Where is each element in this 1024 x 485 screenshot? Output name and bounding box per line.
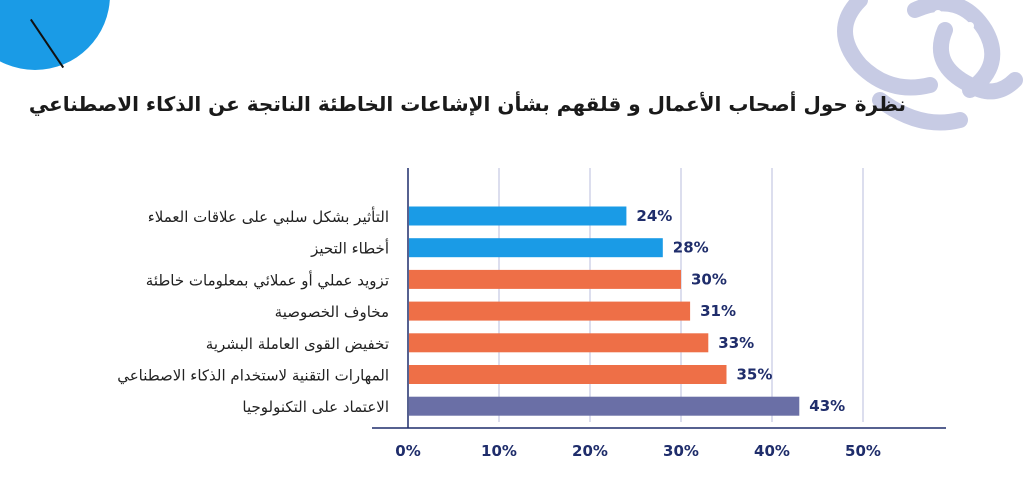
category-label: مخاوف الخصوصية — [275, 303, 389, 321]
bar — [409, 238, 663, 258]
bar-value-label: 43% — [809, 397, 845, 415]
x-tick-label: 20% — [572, 442, 608, 460]
axis-layer: 0% 10% 20% 30% 40% 50% — [372, 168, 946, 460]
brand-logo-watermark — [837, 0, 1023, 131]
bars-layer — [409, 206, 800, 416]
bar — [409, 206, 627, 226]
chart-title: نظرة حول أصحاب الأعمال و قلقهم بشأن الإش… — [28, 92, 906, 116]
bar — [409, 269, 681, 289]
bar — [409, 333, 709, 353]
x-tick-label: 40% — [754, 442, 790, 460]
category-label: الاعتماد على التكنولوجيا — [242, 398, 389, 416]
x-tick-label: 10% — [481, 442, 517, 460]
bar-value-label: 35% — [737, 366, 773, 384]
x-tick-label: 0% — [395, 442, 420, 460]
category-label: المهارات التقنية لاستخدام الذكاء الاصطنا… — [117, 367, 389, 386]
bar-value-label: 28% — [673, 239, 709, 257]
category-label: تزويد عملي أو عملائي بمعلومات خاطئة — [146, 270, 389, 290]
bar-value-label: 24% — [636, 207, 672, 225]
bar-value-label: 30% — [691, 270, 727, 288]
labels-layer: 24% التأثير بشكل سلبي على علاقات العملاء 2… — [117, 206, 845, 416]
bar — [409, 301, 691, 321]
x-tick-label: 50% — [845, 442, 881, 460]
bar — [409, 365, 727, 384]
category-label: التأثير بشكل سلبي على علاقات العملاء — [148, 206, 389, 227]
x-tick-label: 30% — [663, 442, 699, 460]
bar — [409, 396, 800, 416]
category-label: تخفيض القوى العاملة البشرية — [206, 335, 389, 353]
category-label: أخطاء التحيز — [310, 239, 389, 258]
bar-value-label: 33% — [718, 334, 754, 352]
bar-value-label: 31% — [700, 302, 736, 320]
